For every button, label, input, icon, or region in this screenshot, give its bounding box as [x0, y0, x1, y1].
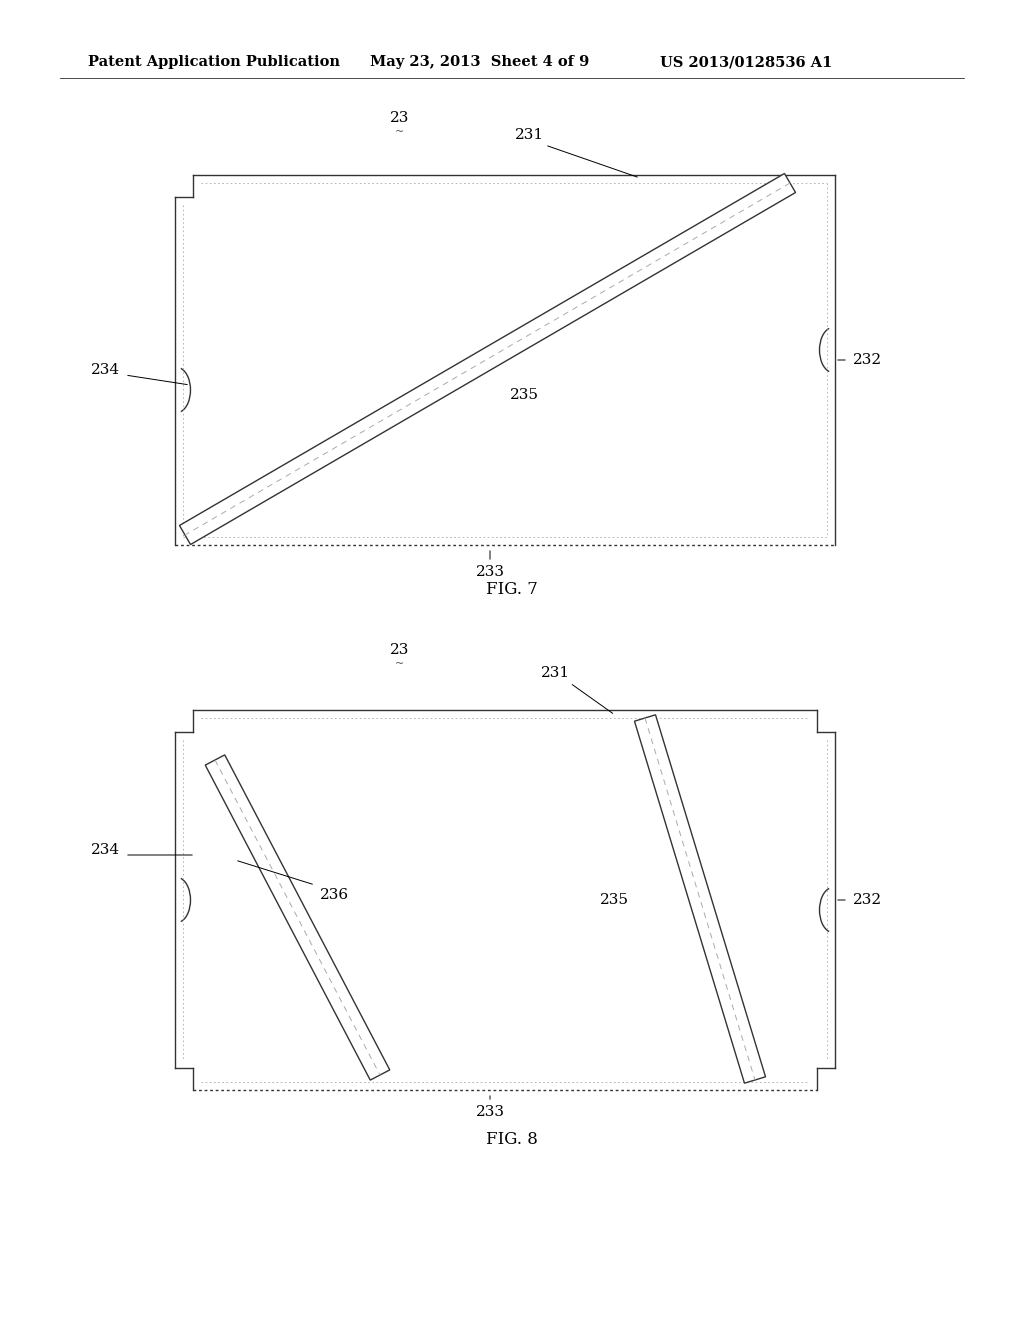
Text: Patent Application Publication: Patent Application Publication: [88, 55, 340, 69]
Text: 233: 233: [475, 1105, 505, 1119]
Polygon shape: [179, 173, 796, 545]
Text: 236: 236: [319, 888, 349, 902]
Text: US 2013/0128536 A1: US 2013/0128536 A1: [660, 55, 833, 69]
Text: ~: ~: [395, 127, 404, 137]
Text: 232: 232: [853, 352, 882, 367]
Text: ~: ~: [395, 659, 404, 669]
Polygon shape: [205, 755, 390, 1080]
Text: May 23, 2013  Sheet 4 of 9: May 23, 2013 Sheet 4 of 9: [370, 55, 589, 69]
Text: 231: 231: [541, 667, 569, 680]
Text: 23: 23: [390, 111, 410, 125]
Text: 232: 232: [853, 894, 882, 907]
Text: 235: 235: [600, 894, 629, 907]
Text: 235: 235: [510, 388, 539, 403]
Text: 233: 233: [475, 565, 505, 579]
Text: 23: 23: [390, 643, 410, 657]
Text: FIG. 8: FIG. 8: [486, 1131, 538, 1148]
Text: FIG. 7: FIG. 7: [486, 582, 538, 598]
Text: 234: 234: [91, 843, 120, 857]
Text: 231: 231: [515, 128, 545, 143]
Text: 234: 234: [91, 363, 120, 378]
Polygon shape: [635, 715, 766, 1084]
